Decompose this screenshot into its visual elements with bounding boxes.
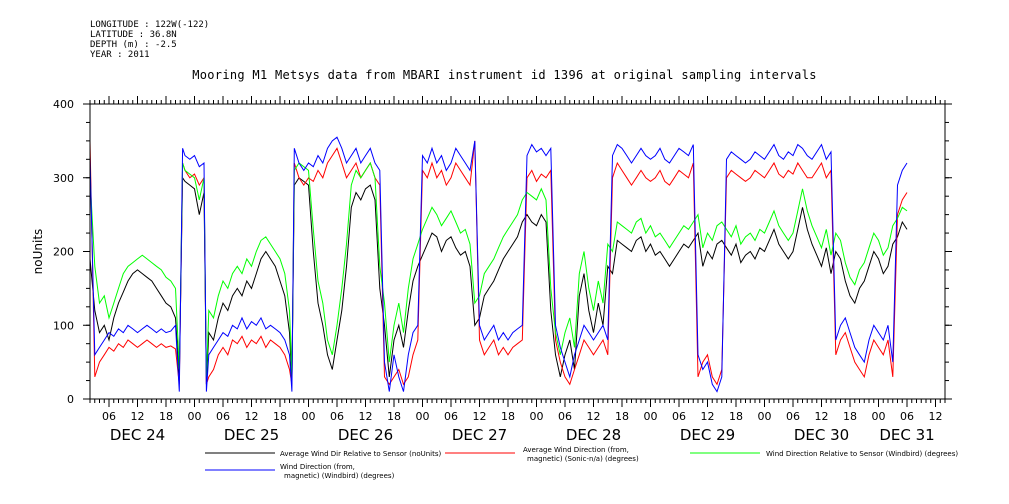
x-tick-label: 06 bbox=[558, 410, 572, 423]
x-day-label: DEC 26 bbox=[338, 426, 393, 444]
x-tick-label: 18 bbox=[159, 410, 173, 423]
metadata-block: LONGITUDE : 122W(-122) LATITUDE : 36.8N … bbox=[90, 20, 209, 60]
x-tick-label: 18 bbox=[615, 410, 629, 423]
x-tick-label: 18 bbox=[729, 410, 743, 423]
legend-label-4: magnetic) (Windbird) (degrees) bbox=[284, 472, 395, 480]
x-tick-label: 12 bbox=[587, 410, 601, 423]
series-line-1 bbox=[89, 176, 908, 385]
series-line-3 bbox=[89, 161, 908, 377]
series-line-2 bbox=[89, 140, 908, 386]
y-tick-label: 200 bbox=[53, 246, 74, 259]
x-tick-label: 00 bbox=[416, 410, 430, 423]
meta-longitude: LONGITUDE : 122W(-122) bbox=[90, 20, 210, 30]
x-tick-label: 12 bbox=[929, 410, 943, 423]
legend-label-1: Average Wind Dir Relative to Sensor (noU… bbox=[280, 450, 441, 458]
x-tick-label: 12 bbox=[245, 410, 259, 423]
x-tick-label: 06 bbox=[102, 410, 116, 423]
meta-year: YEAR : 2011 bbox=[90, 50, 150, 60]
x-day-label: DEC 25 bbox=[224, 426, 279, 444]
y-axis-label: noUnits bbox=[31, 229, 45, 275]
x-tick-label: 06 bbox=[216, 410, 230, 423]
legend-label-2: magnetic) (Sonic-n/a) (degrees) bbox=[527, 455, 639, 463]
x-tick-label: 06 bbox=[900, 410, 914, 423]
meta-latitude: LATITUDE : 36.8N bbox=[90, 30, 177, 40]
x-day-label: DEC 31 bbox=[879, 426, 934, 444]
x-tick-label: 06 bbox=[672, 410, 686, 423]
x-tick-label: 18 bbox=[273, 410, 287, 423]
x-tick-label: 06 bbox=[444, 410, 458, 423]
y-tick-label: 0 bbox=[67, 393, 74, 406]
legend-label-4: Wind Direction (from, bbox=[280, 463, 355, 471]
x-tick-label: 12 bbox=[701, 410, 715, 423]
x-tick-label: 12 bbox=[359, 410, 373, 423]
x-tick-label: 18 bbox=[387, 410, 401, 423]
x-day-label: DEC 29 bbox=[680, 426, 735, 444]
x-tick-label: 12 bbox=[473, 410, 487, 423]
x-tick-label: 06 bbox=[330, 410, 344, 423]
x-tick-label: 00 bbox=[530, 410, 544, 423]
x-tick-label: 06 bbox=[786, 410, 800, 423]
x-tick-label: 00 bbox=[758, 410, 772, 423]
x-day-label: DEC 28 bbox=[566, 426, 621, 444]
x-tick-label: 12 bbox=[815, 410, 829, 423]
meta-depth: DEPTH (m) : -2.5 bbox=[90, 40, 177, 50]
x-tick-label: 12 bbox=[131, 410, 145, 423]
x-tick-label: 18 bbox=[843, 410, 857, 423]
y-tick-label: 100 bbox=[53, 319, 74, 332]
chart-title: Mooring M1 Metsys data from MBARI instru… bbox=[192, 68, 817, 82]
x-day-label: DEC 30 bbox=[794, 426, 849, 444]
x-tick-label: 00 bbox=[188, 410, 202, 423]
y-tick-label: 300 bbox=[53, 172, 74, 185]
series-line-4 bbox=[89, 136, 908, 393]
x-tick-label: 00 bbox=[302, 410, 316, 423]
x-day-label: DEC 27 bbox=[452, 426, 507, 444]
y-tick-label: 400 bbox=[53, 98, 74, 111]
legend-label-3: Wind Direction Relative to Sensor (Windb… bbox=[766, 450, 958, 458]
x-day-label: DEC 24 bbox=[110, 426, 165, 444]
x-tick-label: 18 bbox=[501, 410, 515, 423]
x-tick-label: 00 bbox=[644, 410, 658, 423]
legend-label-2: Average Wind Direction (from, bbox=[523, 446, 629, 454]
x-tick-label: 00 bbox=[872, 410, 886, 423]
